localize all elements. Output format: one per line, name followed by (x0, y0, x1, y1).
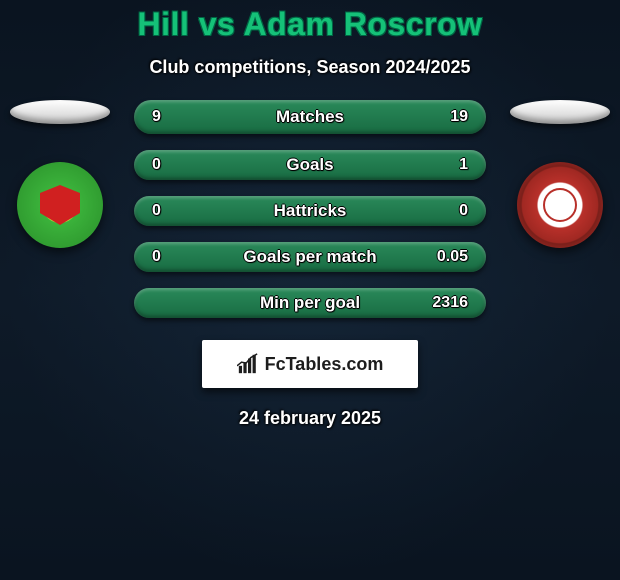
player-right-crest (517, 162, 603, 248)
stat-left-value: 0 (152, 248, 161, 266)
stat-label: Min per goal (260, 293, 360, 313)
stat-row-goals: 0 Goals 1 (134, 150, 486, 180)
player-right-column (506, 100, 614, 248)
stat-label: Goals (286, 155, 333, 175)
player-right-flag (510, 100, 610, 124)
stat-left-value: 0 (152, 156, 161, 174)
brand-badge: FcTables.com (202, 340, 418, 388)
stats-bars: 9 Matches 19 0 Goals 1 0 Hattricks 0 0 G… (134, 100, 486, 334)
stat-row-min-per-goal: Min per goal 2316 (134, 288, 486, 318)
page-title: Hill vs Adam Roscrow (0, 6, 620, 43)
stat-label: Goals per match (243, 247, 376, 267)
player-left-column (6, 100, 114, 248)
stat-right-value: 0.05 (437, 248, 468, 266)
chart-icon (237, 353, 259, 375)
stat-row-matches: 9 Matches 19 (134, 100, 486, 134)
stat-right-value: 19 (450, 108, 468, 126)
subtitle: Club competitions, Season 2024/2025 (0, 57, 620, 78)
player-left-crest (17, 162, 103, 248)
comparison-card: Hill vs Adam Roscrow Club competitions, … (0, 0, 620, 580)
main-row: 9 Matches 19 0 Goals 1 0 Hattricks 0 0 G… (0, 100, 620, 334)
stat-row-goals-per-match: 0 Goals per match 0.05 (134, 242, 486, 272)
brand-text: FcTables.com (265, 354, 384, 375)
stat-right-value: 2316 (432, 294, 468, 312)
stat-left-value: 9 (152, 108, 161, 126)
player-left-flag (10, 100, 110, 124)
stat-row-hattricks: 0 Hattricks 0 (134, 196, 486, 226)
stat-left-value: 0 (152, 202, 161, 220)
stat-label: Matches (276, 107, 344, 127)
date-label: 24 february 2025 (0, 408, 620, 429)
stat-right-value: 0 (459, 202, 468, 220)
stat-right-value: 1 (459, 156, 468, 174)
stat-label: Hattricks (274, 201, 347, 221)
